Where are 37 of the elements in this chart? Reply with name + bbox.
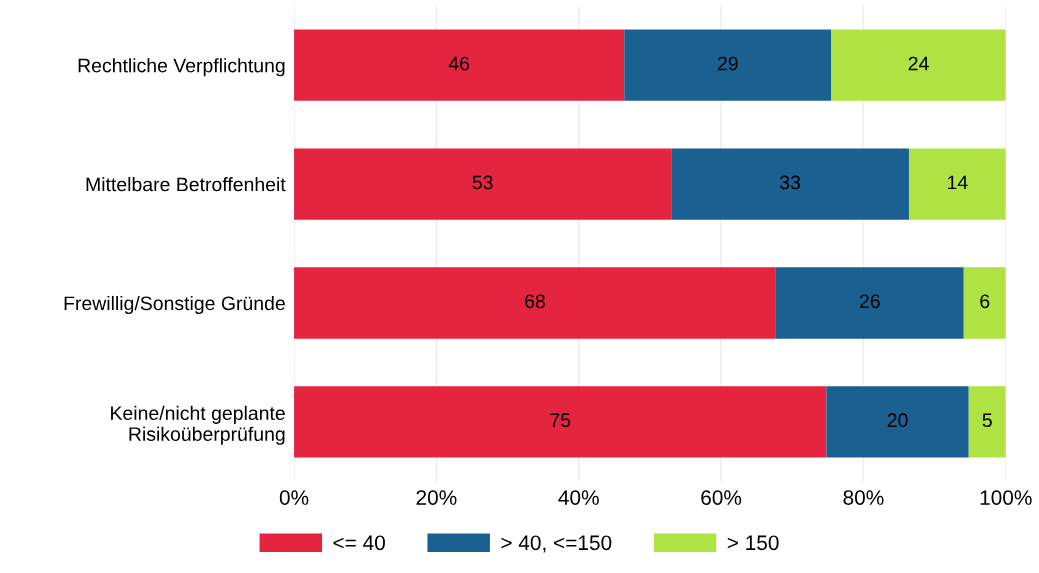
bar	[775, 267, 964, 339]
bar	[963, 267, 1006, 339]
bar	[294, 148, 672, 220]
data-label: 20	[887, 413, 908, 428]
data-label: 75	[550, 413, 571, 428]
data-label: 46	[448, 56, 470, 71]
x-tick-label: 40%	[558, 490, 599, 505]
bar	[624, 29, 832, 101]
bar	[294, 267, 776, 339]
bar	[968, 386, 1006, 458]
x-tick-label: 20%	[416, 490, 457, 505]
legend-label: > 150	[727, 535, 779, 551]
data-label: 5	[982, 413, 992, 428]
x-tick-label: 0%	[279, 490, 309, 505]
data-label: 29	[717, 56, 738, 71]
y-tick-label: Frewillig/Sonstige Gründe	[64, 295, 285, 315]
bar	[826, 386, 969, 458]
data-label: 6	[980, 294, 990, 309]
legend-label: > 40, <=150	[501, 535, 612, 553]
y-tick-label: Rechtliche Verpflichtung	[78, 58, 285, 77]
data-label: 26	[859, 294, 880, 309]
legend-label: <= 40	[333, 535, 385, 551]
x-tick-label: 80%	[843, 490, 884, 505]
bar	[671, 148, 909, 220]
data-label: 14	[948, 175, 968, 190]
data-label: 24	[908, 56, 929, 71]
y-tick-label: Keine/nicht geplante Risikoüberprüfung	[111, 405, 285, 445]
bar	[294, 386, 827, 458]
data-label: 53	[472, 175, 493, 190]
data-label: 33	[780, 175, 801, 190]
data-label: 68	[525, 294, 545, 309]
bar	[831, 29, 1006, 101]
x-tick-label: 60%	[701, 490, 742, 505]
y-tick-label: Mittelbare Betroffenheit	[86, 177, 286, 192]
bar	[294, 29, 625, 101]
x-tick-label: 100%	[980, 490, 1032, 505]
bar	[908, 148, 1006, 220]
